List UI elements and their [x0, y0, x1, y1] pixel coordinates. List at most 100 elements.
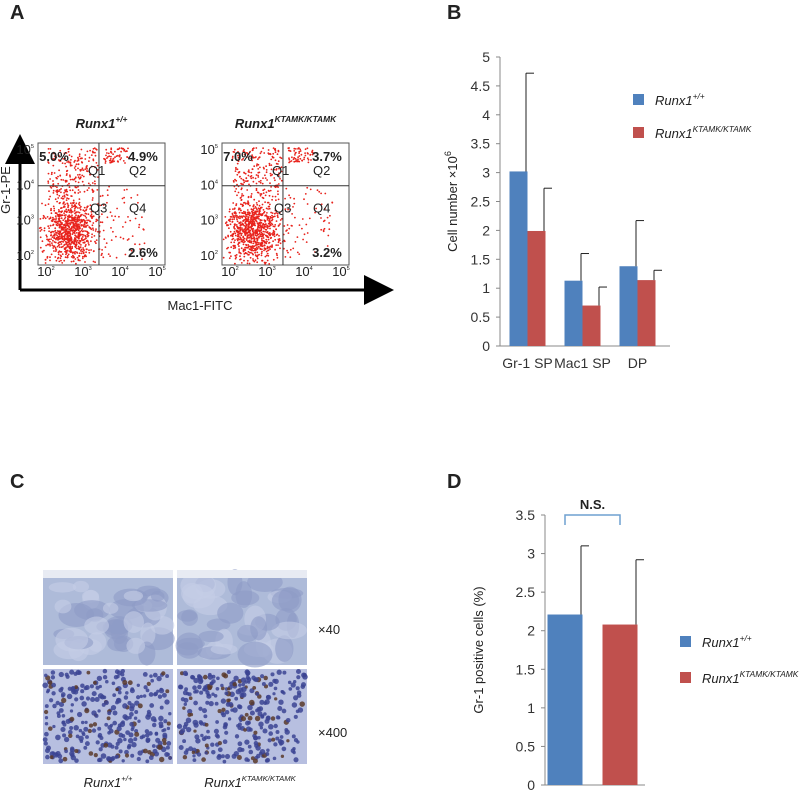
event-dot — [92, 229, 94, 231]
event-dot — [271, 217, 273, 219]
event-dot — [269, 225, 271, 227]
event-dot — [77, 240, 79, 242]
event-dot — [79, 174, 81, 176]
label-main: 10 — [200, 213, 214, 228]
event-dot — [94, 261, 96, 263]
event-dot — [83, 176, 85, 178]
event-dot — [68, 236, 70, 238]
event-dot — [102, 221, 104, 223]
event-dot — [303, 198, 305, 200]
nucleus — [245, 713, 249, 717]
event-dot — [63, 212, 65, 214]
event-dot — [48, 240, 50, 242]
event-dot — [49, 245, 51, 247]
event-dot — [69, 210, 71, 212]
event-dot — [236, 217, 238, 219]
event-dot — [123, 197, 125, 199]
event-dot — [103, 238, 105, 240]
event-dot — [265, 224, 267, 226]
event-dot — [48, 203, 50, 205]
event-dot — [262, 177, 264, 179]
nucleus — [232, 682, 236, 686]
event-dot — [324, 193, 326, 195]
event-dot — [70, 230, 72, 232]
nucleus — [273, 724, 277, 728]
nucleus — [216, 755, 221, 760]
event-dot — [229, 211, 231, 213]
event-dot — [86, 209, 88, 211]
event-dot — [260, 242, 262, 244]
panel-label: A — [10, 2, 24, 24]
event-dot — [247, 180, 249, 182]
event-dot — [264, 221, 266, 223]
event-dot — [86, 223, 88, 225]
event-dot — [68, 239, 70, 241]
event-dot — [57, 197, 59, 199]
event-dot — [47, 216, 49, 218]
label-main: Runx1 — [204, 775, 242, 790]
label-sup: 2 — [215, 250, 218, 256]
event-dot — [266, 169, 268, 171]
nucleus — [190, 675, 195, 680]
event-dot — [82, 242, 84, 244]
nucleus — [292, 734, 296, 738]
event-dot — [87, 205, 89, 207]
event-dot — [112, 161, 114, 163]
event-dot — [307, 147, 309, 149]
event-dot — [269, 228, 271, 230]
tissue-region — [55, 628, 88, 652]
label-sup: KTAMK/KTAMK — [740, 669, 799, 679]
event-dot — [243, 244, 245, 246]
tissue-region — [151, 591, 165, 602]
event-dot — [275, 244, 277, 246]
event-dot — [259, 208, 261, 210]
event-dot — [248, 240, 250, 242]
event-dot — [58, 169, 60, 171]
event-dot — [69, 189, 71, 191]
nucleus — [297, 690, 302, 695]
event-dot — [66, 174, 68, 176]
nucleus — [118, 691, 122, 695]
event-dot — [56, 224, 58, 226]
event-dot — [125, 221, 127, 223]
event-dot — [255, 241, 257, 243]
event-dot — [279, 223, 281, 225]
event-dot — [276, 254, 278, 256]
nucleus — [61, 721, 65, 725]
event-dot — [259, 222, 261, 224]
event-dot — [233, 241, 235, 243]
nucleus — [164, 752, 169, 757]
event-dot — [68, 210, 70, 212]
event-dot — [70, 159, 72, 161]
nucleus — [192, 751, 195, 754]
nucleus — [143, 672, 148, 677]
nucleus — [94, 753, 98, 757]
event-dot — [91, 154, 93, 156]
event-dot — [328, 222, 330, 224]
nucleus — [149, 755, 154, 760]
nucleus — [249, 700, 255, 706]
event-dot — [269, 248, 271, 250]
event-dot — [125, 151, 127, 153]
event-dot — [56, 260, 58, 262]
event-dot — [66, 252, 68, 254]
event-dot — [71, 204, 73, 206]
event-dot — [84, 158, 86, 160]
event-dot — [291, 156, 293, 158]
nucleus — [223, 723, 227, 727]
label: 104 — [295, 264, 313, 279]
event-dot — [70, 251, 72, 253]
event-dot — [116, 257, 118, 259]
nucleus — [218, 741, 222, 745]
event-dot — [94, 180, 96, 182]
event-dot — [274, 179, 276, 181]
event-dot — [275, 151, 277, 153]
event-dot — [73, 200, 75, 202]
nucleus — [186, 727, 191, 732]
y-tick-label: 1.5 — [471, 251, 491, 267]
event-dot — [239, 227, 241, 229]
event-dot — [110, 227, 112, 229]
event-dot — [285, 230, 287, 232]
label-main: Runx1 — [702, 671, 740, 686]
legend-swatch — [633, 127, 644, 138]
